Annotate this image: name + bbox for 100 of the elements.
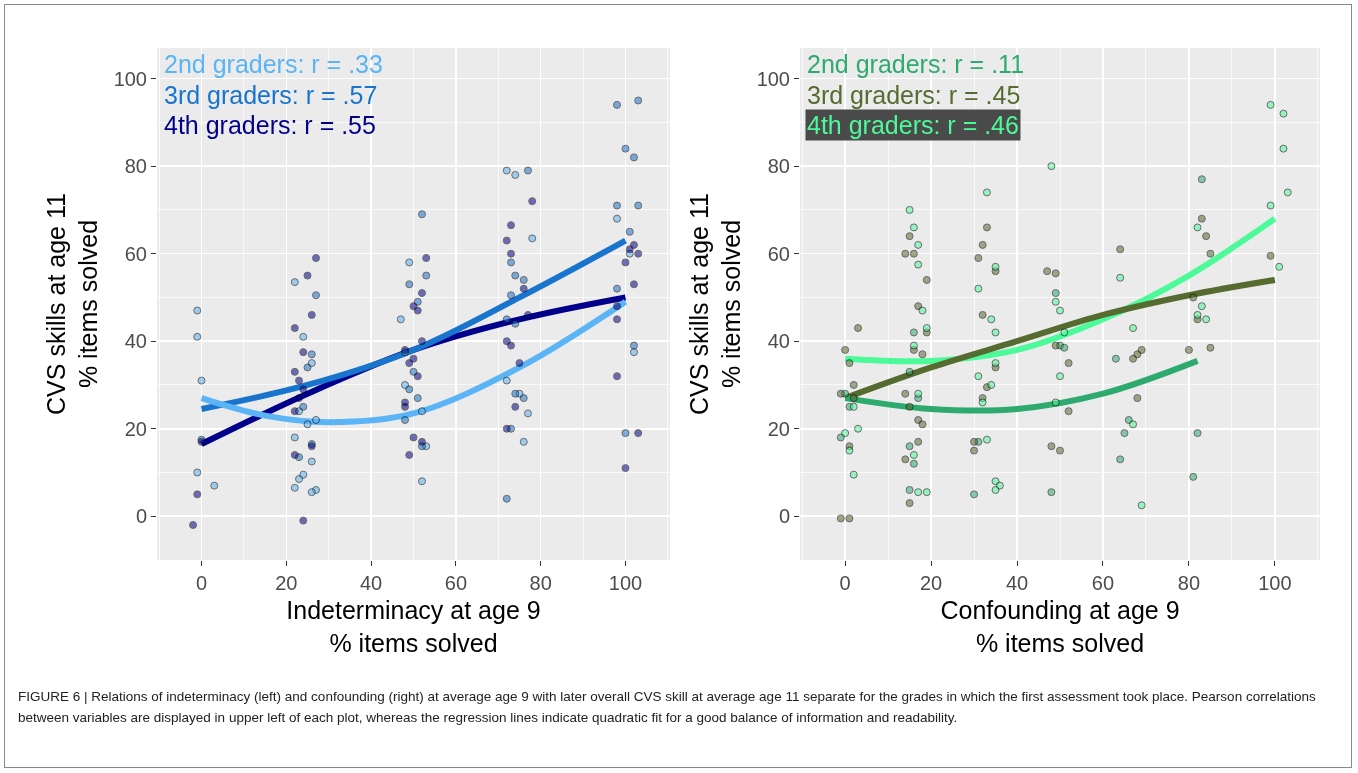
x-tick-label: 40 [1005,572,1029,594]
point [1056,306,1064,315]
point [1266,100,1275,109]
point [914,389,923,398]
point [905,499,914,508]
y-tick-label: 20 [767,417,790,440]
point [1051,341,1060,350]
text: 3rd graders: r = .57 [164,81,378,109]
point [1189,472,1198,481]
point [914,415,923,424]
point [1129,420,1138,429]
point [290,278,299,287]
point [511,319,520,328]
point [905,402,914,411]
point [629,348,638,357]
point [519,284,528,293]
point [991,262,1000,271]
point [299,402,308,411]
point [1197,175,1206,184]
x-axis-title: Confounding at age 9 % items solved [940,596,1180,657]
point [1129,324,1138,333]
x-tick-label: 0 [839,572,851,594]
point [422,254,431,263]
point [507,258,516,267]
point [1051,297,1060,306]
point [1064,359,1073,368]
point [299,348,308,357]
point [417,477,426,486]
point [401,380,410,389]
point [502,337,511,346]
point [311,415,320,424]
point [1060,343,1069,352]
point [1111,354,1120,363]
point [1266,251,1275,260]
caption: FIGURE 6 | Relations of indeterminacy (left) and confounding (right) at average age 9 with later overall CVS skill at average age 11 separate for the grades in which the first assessment took place. Pearson correlations between variables are displayed in upper left of each plot, whereas the regression lines indicate quadratic fit for a good balance of information and readability. [18,688,1317,727]
point [905,442,914,451]
point [413,372,422,381]
text: 4th graders: r = .46 [807,111,1019,139]
point [295,376,304,385]
point [625,227,634,236]
point [417,289,426,298]
point [901,249,910,258]
text: 3rd graders: r = .45 [807,81,1021,109]
point [905,232,914,241]
point [413,297,422,306]
point [409,302,418,311]
y-tick-label: 40 [767,330,790,353]
point [613,214,621,223]
point [507,249,516,258]
point [409,367,418,376]
point [909,341,918,350]
point [502,166,511,175]
point [922,488,931,497]
x-tick-label: 20 [919,572,943,594]
point [909,223,918,232]
point [629,153,638,162]
point [849,380,858,389]
x-tick-label: 60 [444,572,468,594]
point [1193,310,1202,319]
point [193,332,202,341]
point [1202,315,1211,324]
point [295,394,304,403]
point [978,398,987,407]
text: 2nd graders: r = .11 [807,50,1025,78]
point [290,433,299,442]
point [502,424,511,433]
point [914,260,923,269]
point [1064,407,1073,416]
point [918,420,927,429]
point [299,332,308,341]
point [849,394,858,403]
point [629,280,638,289]
point [523,166,532,175]
point [845,446,854,455]
point [1202,232,1211,241]
point [409,354,418,363]
point [613,315,621,324]
point [511,402,520,411]
point [1184,345,1193,354]
x-tick-label: 60 [1091,572,1115,594]
point [854,424,863,433]
point [1275,262,1284,271]
y-tick-label: 100 [113,67,147,90]
point [974,284,983,293]
point [634,96,643,105]
point [511,271,520,280]
point [621,429,630,438]
point [401,415,410,424]
point [922,275,931,284]
point [409,433,418,442]
point [307,310,316,319]
point [1137,345,1146,354]
point [1193,429,1202,438]
point [845,359,854,368]
point [1120,429,1129,438]
point [303,420,312,429]
point [311,254,320,263]
point [991,485,1000,494]
point [836,389,845,398]
point [1047,442,1056,451]
